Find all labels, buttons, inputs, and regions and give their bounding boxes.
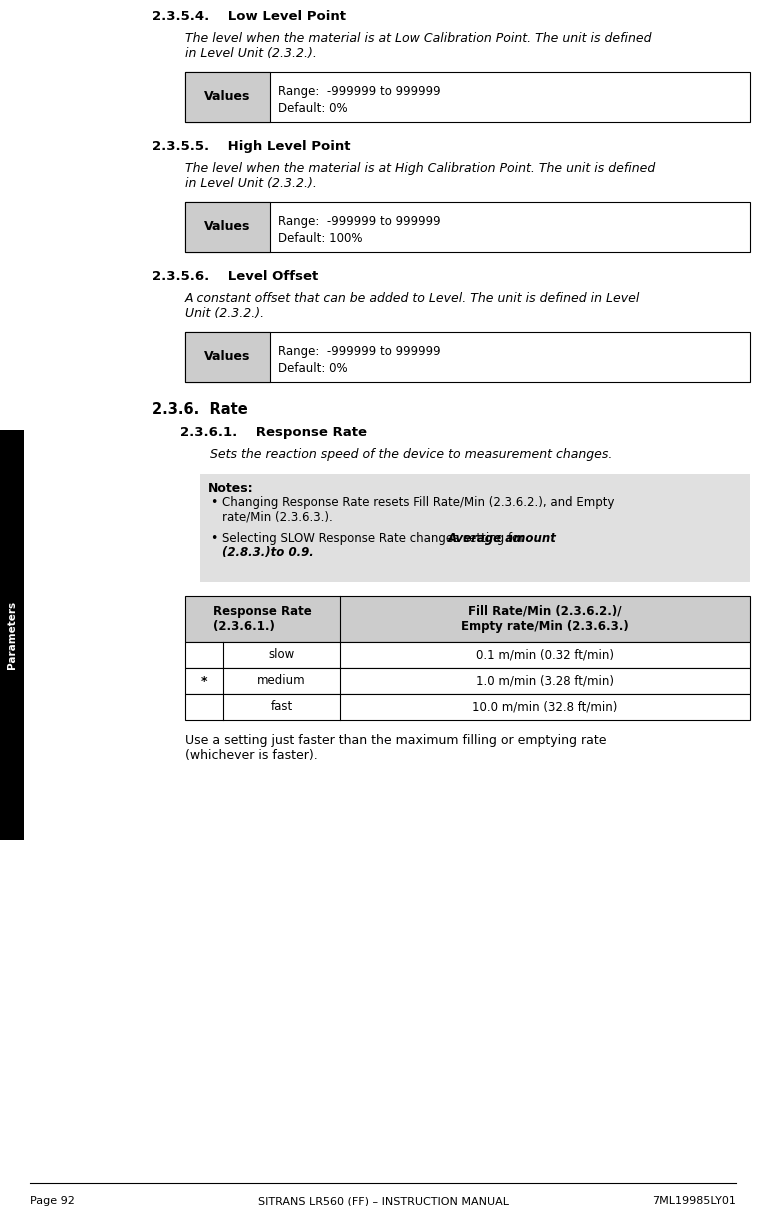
Bar (185, 72, 750, 122)
Bar (185, 693, 750, 720)
Text: Range:  -999999 to 999999: Range: -999999 to 999999 (278, 345, 440, 358)
Bar (185, 72, 270, 122)
Text: SITRANS LR560 (FF) – INSTRUCTION MANUAL: SITRANS LR560 (FF) – INSTRUCTION MANUAL (257, 1196, 509, 1206)
Text: 2.3.5.4.    Low Level Point: 2.3.5.4. Low Level Point (152, 10, 346, 23)
Text: Fill Rate/Min (2.3.6.2.)/
Empty rate/Min (2.3.6.3.): Fill Rate/Min (2.3.6.2.)/ Empty rate/Min… (461, 605, 629, 633)
Bar (185, 201, 270, 252)
Bar (200, 474, 750, 582)
Bar (185, 642, 750, 668)
Text: A constant offset that can be added to Level. The unit is defined in Level
Unit : A constant offset that can be added to L… (185, 292, 640, 320)
Text: Use a setting just faster than the maximum filling or emptying rate
(whichever i: Use a setting just faster than the maxim… (185, 734, 607, 762)
Text: (2.8.3.)to 0.9.: (2.8.3.)to 0.9. (222, 546, 314, 560)
Text: The level when the material is at Low Calibration Point. The unit is defined
in : The level when the material is at Low Ca… (185, 33, 652, 60)
Text: 10.0 m/min (32.8 ft/min): 10.0 m/min (32.8 ft/min) (473, 701, 617, 714)
Bar (185, 201, 750, 252)
Text: The level when the material is at High Calibration Point. The unit is defined
in: The level when the material is at High C… (185, 162, 655, 191)
Text: •: • (210, 496, 218, 509)
Text: Selecting SLOW Response Rate changes setting for: Selecting SLOW Response Rate changes set… (222, 532, 528, 545)
Text: 0.1 m/min (0.32 ft/min): 0.1 m/min (0.32 ft/min) (476, 649, 614, 662)
Text: Values: Values (205, 90, 250, 104)
Text: Page 92: Page 92 (30, 1196, 75, 1206)
Bar (185, 596, 750, 642)
Text: Range:  -999999 to 999999: Range: -999999 to 999999 (278, 84, 440, 98)
Text: 2.3.6.1.    Response Rate: 2.3.6.1. Response Rate (180, 426, 367, 439)
Bar (185, 668, 750, 693)
Text: Default: 0%: Default: 0% (278, 362, 348, 375)
Text: fast: fast (270, 701, 293, 714)
Text: 1.0 m/min (3.28 ft/min): 1.0 m/min (3.28 ft/min) (476, 674, 614, 687)
Text: •: • (210, 532, 218, 545)
Text: 2.3.5.6.    Level Offset: 2.3.5.6. Level Offset (152, 270, 318, 283)
Text: Response Rate
(2.3.6.1.): Response Rate (2.3.6.1.) (213, 605, 312, 633)
Text: 2.3.6.  Rate: 2.3.6. Rate (152, 402, 247, 417)
Text: Range:  -999999 to 999999: Range: -999999 to 999999 (278, 215, 440, 228)
Text: medium: medium (257, 674, 306, 687)
Bar (185, 332, 270, 382)
Text: Average amount: Average amount (447, 532, 556, 545)
Text: Changing Response Rate resets Fill Rate/Min (2.3.6.2.), and Empty
rate/Min (2.3.: Changing Response Rate resets Fill Rate/… (222, 496, 614, 523)
Text: 2.3.5.5.    High Level Point: 2.3.5.5. High Level Point (152, 140, 351, 153)
Text: Default: 0%: Default: 0% (278, 103, 348, 115)
Text: Values: Values (205, 221, 250, 234)
Text: 7ML19985LY01: 7ML19985LY01 (652, 1196, 736, 1206)
Text: Values: Values (205, 351, 250, 363)
Text: Notes:: Notes: (208, 482, 254, 494)
Bar (185, 332, 750, 382)
Text: Parameters: Parameters (7, 601, 17, 669)
Bar (0, 431, 24, 841)
Text: slow: slow (268, 649, 295, 662)
Text: Default: 100%: Default: 100% (278, 232, 362, 245)
Text: Sets the reaction speed of the device to measurement changes.: Sets the reaction speed of the device to… (210, 447, 612, 461)
Text: *: * (201, 674, 208, 687)
